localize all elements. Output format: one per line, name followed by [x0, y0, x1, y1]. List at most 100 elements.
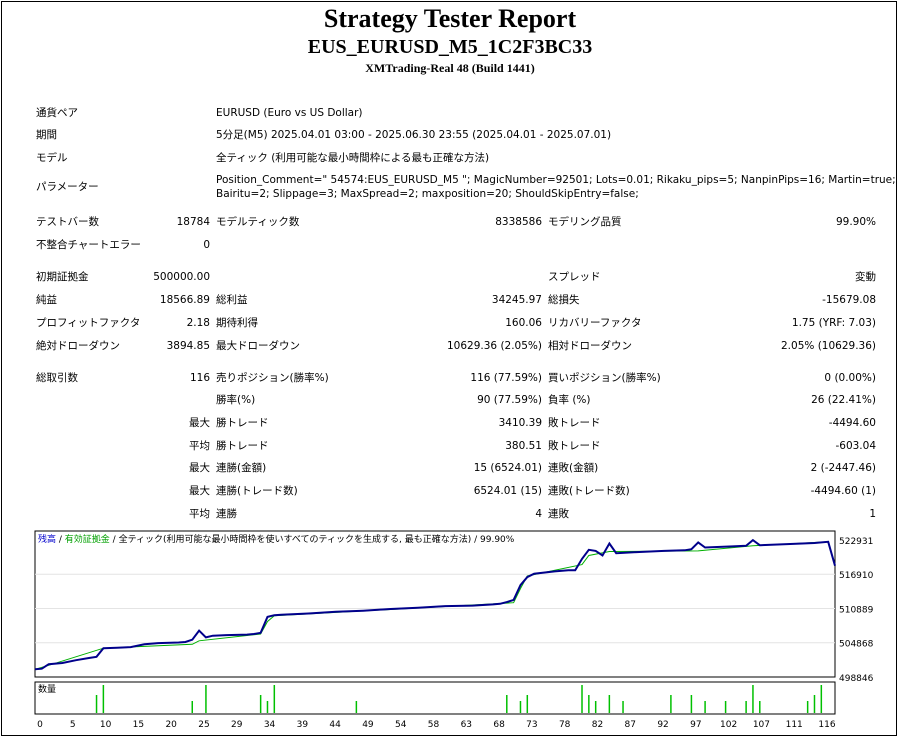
- legend-sep-2: /: [110, 535, 119, 545]
- pf-value: 2.18: [186, 317, 210, 329]
- expected-label: 期待利得: [216, 317, 258, 329]
- lossrate-value: 26 (22.41%): [811, 394, 876, 406]
- avg-loss-value: -603.04: [835, 440, 876, 452]
- y-tick-label: 522931: [839, 537, 873, 547]
- y-tick-label: 498846: [839, 674, 874, 684]
- ticks-label: モデルティック数: [216, 216, 300, 228]
- x-tick-label: 63: [461, 720, 472, 730]
- x-tick-label: 44: [329, 720, 341, 730]
- x-tick-label: 102: [720, 720, 737, 730]
- consec-loss-amount-label: 連敗(金額): [548, 462, 599, 474]
- abs-dd-value: 3894.85: [166, 340, 210, 352]
- avg-consec-loss-value: 1: [869, 508, 876, 520]
- bars-label: テストバー数: [36, 216, 99, 228]
- gross-loss-label: 総損失: [548, 294, 580, 306]
- max-dd-label: 最大ドローダウン: [216, 340, 300, 352]
- volume-plot-area: [34, 681, 836, 715]
- params-label: パラメーター: [36, 181, 99, 193]
- x-tick-label: 39: [297, 720, 309, 730]
- avg-consec-win-label: 連勝: [216, 508, 237, 520]
- gross-loss-value: -15679.08: [822, 294, 876, 306]
- legend-sep-3: /: [471, 535, 480, 545]
- x-tick-label: 20: [165, 720, 177, 730]
- net-value: 18566.89: [159, 294, 210, 306]
- gross-profit-value: 34245.97: [491, 294, 542, 306]
- x-tick-label: 34: [264, 720, 276, 730]
- gross-profit-label: 総利益: [216, 294, 248, 306]
- chart-legend: 残高 / 有効証拠金 / 全ティック(利用可能な最小時間枠を使いすべてのティック…: [38, 533, 515, 545]
- long-value: 0 (0.00%): [824, 372, 876, 384]
- y-tick-label: 504868: [839, 640, 874, 650]
- recovery-label: リカバリーファクタ: [548, 317, 642, 329]
- abs-dd-label: 絶対ドローダウン: [36, 340, 120, 352]
- period-label: 期間: [36, 129, 57, 141]
- lossrate-label: 負率 (%): [548, 394, 591, 406]
- winrate-label: 勝率(%): [216, 394, 256, 406]
- balance-line: [34, 538, 836, 671]
- total-trades-label: 総取引数: [36, 372, 78, 384]
- max-label-3: 最大: [189, 485, 210, 497]
- avg-label-2: 平均: [189, 508, 210, 520]
- x-tick-label: 78: [559, 720, 571, 730]
- short-label: 売りポジション(勝率%): [216, 372, 329, 384]
- deposit-value: 500000.00: [153, 271, 210, 283]
- x-tick-label: 68: [493, 720, 505, 730]
- rel-dd-value: 2.05% (10629.36): [781, 340, 876, 352]
- long-label: 買いポジション(勝率%): [548, 372, 661, 384]
- volume-bars: [95, 685, 823, 713]
- x-tick-label: 0: [37, 720, 43, 730]
- rel-dd-label: 相対ドローダウン: [548, 340, 632, 352]
- consec-loss-amount-value: 2 (-2447.46): [810, 462, 876, 474]
- consec-win-count-label: 連勝(トレード数): [216, 485, 298, 497]
- legend-balance: 残高: [38, 533, 56, 545]
- quality-label: モデリング品質: [548, 216, 622, 228]
- pf-label: プロフィットファクタ: [36, 317, 141, 329]
- deposit-label: 初期証拠金: [36, 271, 89, 283]
- mismatch-value: 0: [203, 239, 210, 251]
- bars-value: 18784: [176, 216, 210, 228]
- y-tick-label: 510889: [839, 605, 874, 615]
- chart-series: [34, 538, 836, 671]
- consec-win-amount-value: 15 (6524.01): [473, 462, 542, 474]
- x-tick-label: 15: [133, 720, 144, 730]
- consec-loss-count-value: -4494.60 (1): [810, 485, 876, 497]
- model-value: 全ティック (利用可能な最小時間枠による最も正確な方法): [216, 152, 490, 164]
- legend-quality: 99.90%: [480, 535, 515, 545]
- consec-win-count-value: 6524.01 (15): [473, 485, 542, 497]
- params-line-1: Position_Comment=" 54574:EUS_EURUSD_M5 "…: [216, 174, 896, 186]
- x-tick-label: 25: [198, 720, 209, 730]
- max-loss-value: -4494.60: [828, 417, 876, 429]
- period-value: 5分足(M5) 2025.04.01 03:00 - 2025.06.30 23…: [216, 129, 612, 141]
- symbol-label: 通貨ペア: [36, 107, 78, 119]
- main-plot-area: [34, 530, 836, 678]
- legend-tick: 全ティック(利用可能な最小時間枠を使いすべてのティックを生成する, 最も正確な方…: [119, 533, 472, 545]
- avg-label-1: 平均: [189, 440, 210, 452]
- avg-win-label: 勝トレード: [216, 440, 269, 452]
- x-tick-label: 82: [592, 720, 603, 730]
- y-tick-label: 516910: [839, 571, 874, 581]
- x-tick-label: 107: [753, 720, 770, 730]
- x-tick-label: 87: [625, 720, 636, 730]
- x-tick-label: 97: [690, 720, 701, 730]
- max-dd-value: 10629.36 (2.05%): [447, 340, 542, 352]
- total-trades-value: 116: [189, 372, 210, 384]
- y-axis: 522931 516910 510889 504868 498846: [839, 537, 874, 684]
- max-label-2: 最大: [189, 462, 210, 474]
- symbol-value: EURUSD (Euro vs US Dollar): [216, 107, 363, 119]
- ticks-value: 8338586: [495, 216, 542, 228]
- x-tick-label: 73: [526, 720, 537, 730]
- max-win-label: 勝トレード: [216, 417, 269, 429]
- volume-label: 数量: [38, 683, 56, 695]
- spread-label: スプレッド: [548, 271, 601, 283]
- x-tick-label: 111: [786, 720, 803, 730]
- x-tick-label: 54: [395, 720, 407, 730]
- report-title: Strategy Tester Report: [323, 4, 577, 33]
- x-tick-label: 49: [362, 720, 374, 730]
- winrate-value: 90 (77.59%): [477, 394, 542, 406]
- x-axis: 0 5 10 15 20 25 29 34 39 44 49 54 58 63 68 73 78 82 87 92 97…: [37, 720, 836, 730]
- x-tick-label: 116: [818, 720, 835, 730]
- legend-sep-1: /: [56, 535, 65, 545]
- x-tick-label: 92: [657, 720, 668, 730]
- x-tick-label: 29: [231, 720, 243, 730]
